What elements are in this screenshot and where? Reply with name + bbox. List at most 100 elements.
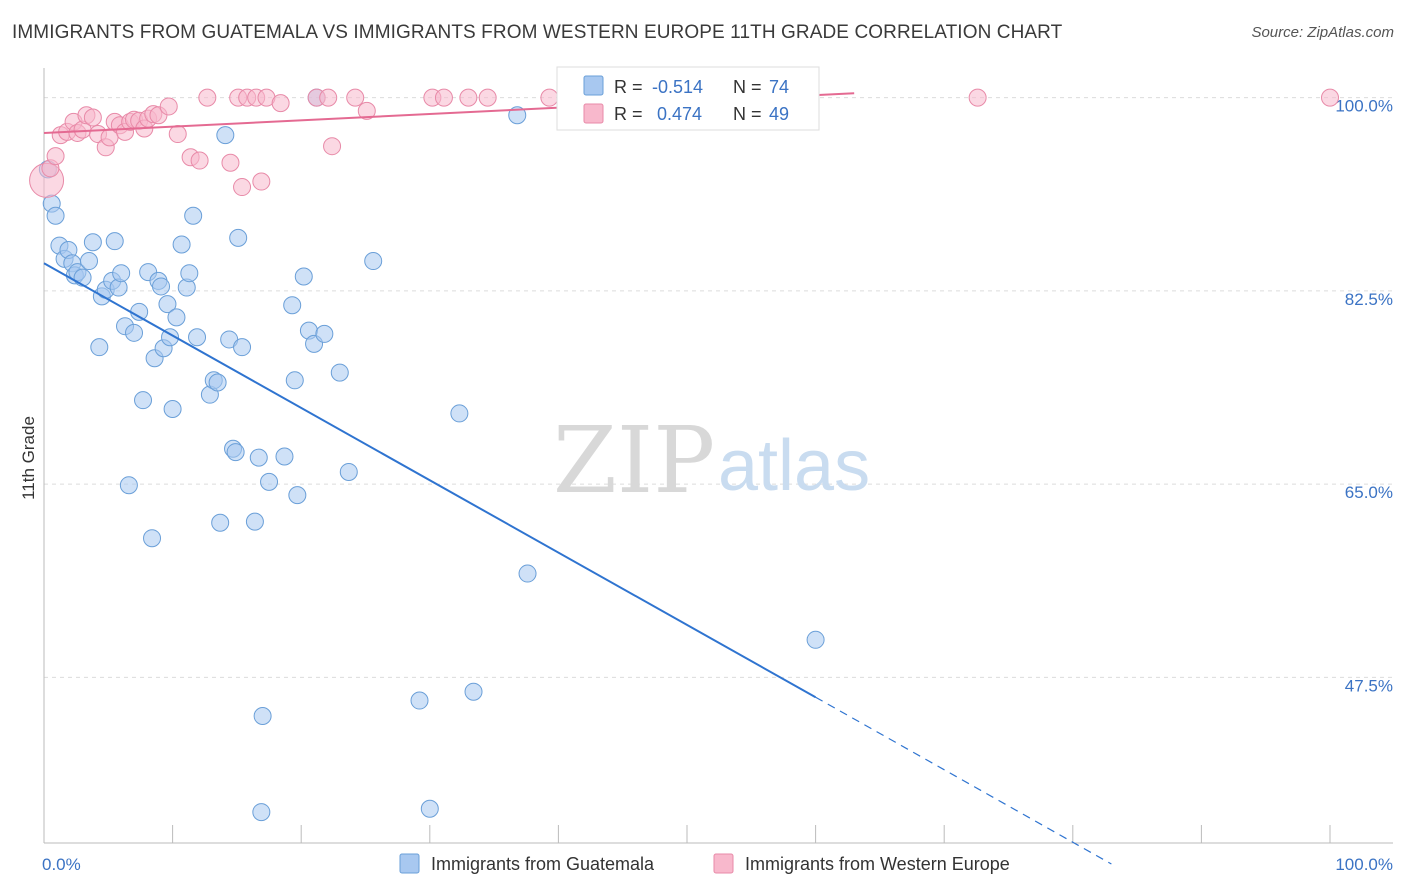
data-point-guatemala-32 bbox=[163, 400, 182, 419]
data-point-guatemala-55 bbox=[283, 296, 302, 315]
points-layer bbox=[29, 88, 1339, 822]
data-point-guatemala-11 bbox=[83, 233, 102, 252]
y-tick-label-1: 82.5% bbox=[1345, 290, 1393, 309]
data-point-guatemala-31 bbox=[161, 328, 180, 347]
data-point-guatemala-9 bbox=[73, 268, 92, 287]
data-point-western-europe-48 bbox=[1321, 88, 1339, 107]
legend-swatch-western-europe bbox=[713, 853, 734, 874]
data-point-guatemala-53 bbox=[260, 472, 279, 491]
stats-n-label-guatemala: N = bbox=[733, 77, 762, 97]
watermark-zip: ZIP bbox=[553, 407, 715, 514]
data-point-guatemala-23 bbox=[134, 391, 153, 410]
data-point-guatemala-16 bbox=[105, 232, 124, 251]
data-point-guatemala-36 bbox=[180, 264, 199, 283]
data-point-western-europe-26 bbox=[190, 151, 209, 170]
watermark-atlas: atlas bbox=[718, 426, 870, 506]
data-point-guatemala-67 bbox=[420, 799, 439, 818]
data-point-western-europe-9 bbox=[83, 108, 102, 127]
data-point-guatemala-56 bbox=[285, 371, 304, 390]
data-point-guatemala-12 bbox=[90, 338, 109, 357]
legend-label-western-europe: Immigrants from Western Europe bbox=[745, 854, 1010, 874]
data-point-western-europe-30 bbox=[233, 178, 252, 197]
data-point-guatemala-47 bbox=[229, 228, 248, 247]
data-point-guatemala-33 bbox=[167, 308, 186, 327]
data-point-guatemala-21 bbox=[125, 323, 144, 342]
legend-label-guatemala: Immigrants from Guatemala bbox=[431, 854, 655, 874]
data-point-guatemala-54 bbox=[275, 447, 294, 466]
data-point-guatemala-30 bbox=[158, 295, 177, 314]
stats-legend: R = -0.514 N = 74 R = 0.474 N = 49 bbox=[556, 66, 820, 131]
bottom-legend: Immigrants from Guatemala Immigrants fro… bbox=[399, 853, 1010, 874]
data-point-guatemala-66 bbox=[410, 691, 429, 710]
stats-n-value-guatemala: 74 bbox=[769, 77, 789, 97]
data-point-guatemala-46 bbox=[226, 443, 245, 462]
data-point-guatemala-34 bbox=[172, 235, 191, 254]
stats-swatch-western-europe bbox=[583, 103, 604, 124]
data-point-western-europe-23 bbox=[159, 97, 178, 116]
data-point-guatemala-10 bbox=[80, 252, 99, 271]
data-point-western-europe-42 bbox=[434, 88, 453, 107]
data-point-western-europe-38 bbox=[323, 137, 342, 156]
data-point-western-europe-28 bbox=[221, 153, 240, 172]
data-point-guatemala-72 bbox=[806, 630, 825, 649]
data-point-guatemala-37 bbox=[184, 206, 203, 225]
data-point-guatemala-51 bbox=[253, 707, 272, 726]
trend-line-extension-guatemala bbox=[815, 696, 1112, 865]
data-point-western-europe-40 bbox=[357, 101, 376, 120]
data-point-western-europe-35 bbox=[271, 94, 290, 113]
data-point-western-europe-27 bbox=[198, 88, 217, 107]
y-axis-label-group: 11th Grade bbox=[19, 416, 38, 500]
stats-n-value-western-europe: 49 bbox=[769, 104, 789, 124]
data-point-guatemala-64 bbox=[339, 462, 358, 481]
trend-line-guatemala bbox=[43, 262, 817, 699]
data-point-guatemala-70 bbox=[508, 106, 527, 125]
stats-r-value-western-europe: 0.474 bbox=[657, 104, 702, 124]
data-point-guatemala-28 bbox=[152, 277, 171, 296]
chart-title: IMMIGRANTS FROM GUATEMALA VS IMMIGRANTS … bbox=[12, 22, 1063, 43]
data-point-guatemala-20 bbox=[119, 476, 138, 495]
data-point-western-europe-39 bbox=[346, 88, 365, 107]
watermark: ZIP atlas bbox=[553, 407, 870, 514]
x-tick-label-1: 100.0% bbox=[1335, 855, 1393, 874]
data-point-guatemala-62 bbox=[315, 324, 334, 343]
stats-n-label-western-europe: N = bbox=[733, 104, 762, 124]
chart-source: Source: ZipAtlas.com bbox=[1251, 24, 1394, 41]
data-point-western-europe-33 bbox=[252, 172, 271, 191]
data-point-western-europe-2 bbox=[46, 147, 65, 166]
data-point-guatemala-41 bbox=[208, 373, 227, 392]
data-point-guatemala-25 bbox=[143, 529, 162, 548]
data-point-guatemala-63 bbox=[330, 363, 349, 382]
data-point-guatemala-18 bbox=[112, 264, 131, 283]
x-tick-label-0: 0.0% bbox=[42, 855, 81, 874]
data-point-guatemala-49 bbox=[245, 512, 264, 531]
data-point-guatemala-52 bbox=[252, 803, 271, 822]
data-point-guatemala-38 bbox=[188, 328, 207, 347]
data-point-guatemala-68 bbox=[450, 404, 469, 423]
data-point-guatemala-42 bbox=[211, 513, 230, 532]
y-tick-label-3: 47.5% bbox=[1345, 676, 1393, 695]
stats-swatch-guatemala bbox=[583, 75, 604, 96]
data-point-guatemala-2 bbox=[46, 206, 65, 225]
stats-r-value-guatemala: -0.514 bbox=[652, 77, 703, 97]
y-tick-label-2: 65.0% bbox=[1345, 483, 1393, 502]
data-point-guatemala-50 bbox=[249, 448, 268, 467]
y-tick-label-0: 100.0% bbox=[1335, 97, 1393, 116]
legend-swatch-guatemala bbox=[399, 853, 420, 874]
data-point-western-europe-43 bbox=[459, 88, 478, 107]
data-point-western-europe-37 bbox=[319, 88, 338, 107]
data-point-western-europe-24 bbox=[168, 125, 187, 144]
data-point-guatemala-57 bbox=[288, 486, 307, 505]
data-point-guatemala-69 bbox=[464, 682, 483, 701]
data-point-western-europe-44 bbox=[478, 88, 497, 107]
data-point-guatemala-65 bbox=[364, 252, 383, 271]
data-point-guatemala-43 bbox=[216, 126, 235, 145]
stats-r-label-western-europe: R = bbox=[614, 104, 643, 124]
data-point-guatemala-71 bbox=[518, 564, 537, 583]
stats-r-label-guatemala: R = bbox=[614, 77, 643, 97]
data-point-guatemala-48 bbox=[233, 338, 252, 357]
data-point-western-europe-45 bbox=[540, 88, 559, 107]
data-point-guatemala-58 bbox=[294, 267, 313, 286]
data-point-western-europe-47 bbox=[968, 88, 987, 107]
y-axis-label: 11th Grade bbox=[19, 416, 38, 500]
